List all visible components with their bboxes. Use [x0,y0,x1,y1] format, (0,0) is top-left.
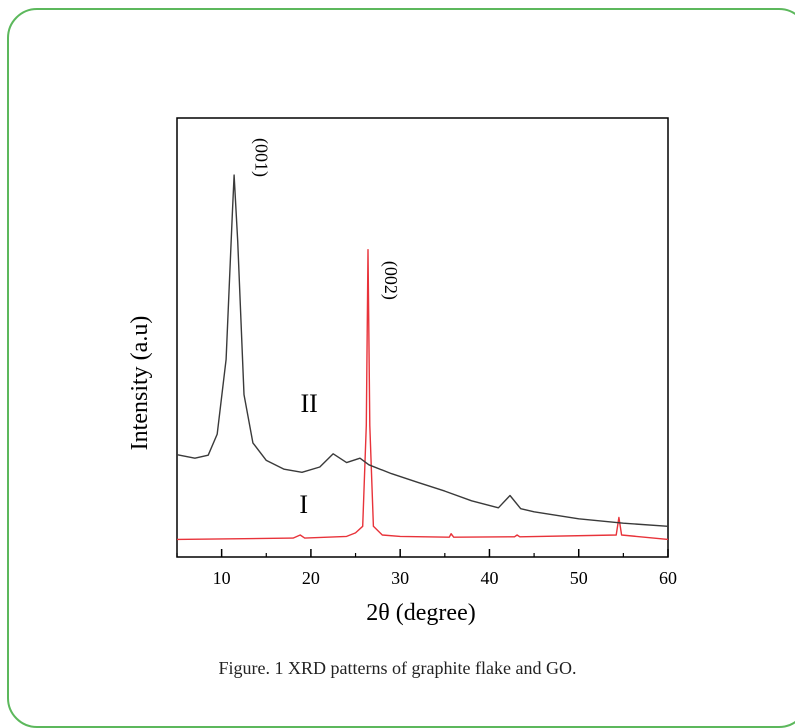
series-line-II [176,174,669,527]
x-tick-label-20: 20 [302,568,320,588]
peak-label-1: (001) [251,138,272,177]
plot-frame [176,117,669,558]
figure-caption: Figure. 1 XRD patterns of graphite flake… [218,658,577,678]
x-tick-label-60: 60 [659,568,677,588]
y-axis-label: Intensity (a.u) [127,316,153,451]
x-axis-label: 2θ (degree) [366,600,475,626]
x-tick-label-40: 40 [480,568,498,588]
series-label-II: II [300,389,317,418]
x-tick-label-50: 50 [570,568,588,588]
x-tick-label-10: 10 [213,568,231,588]
series-label-I: I [299,490,308,519]
series-line-I [176,249,669,541]
peak-label-2: (002) [380,261,401,300]
x-tick-label-30: 30 [391,568,409,588]
